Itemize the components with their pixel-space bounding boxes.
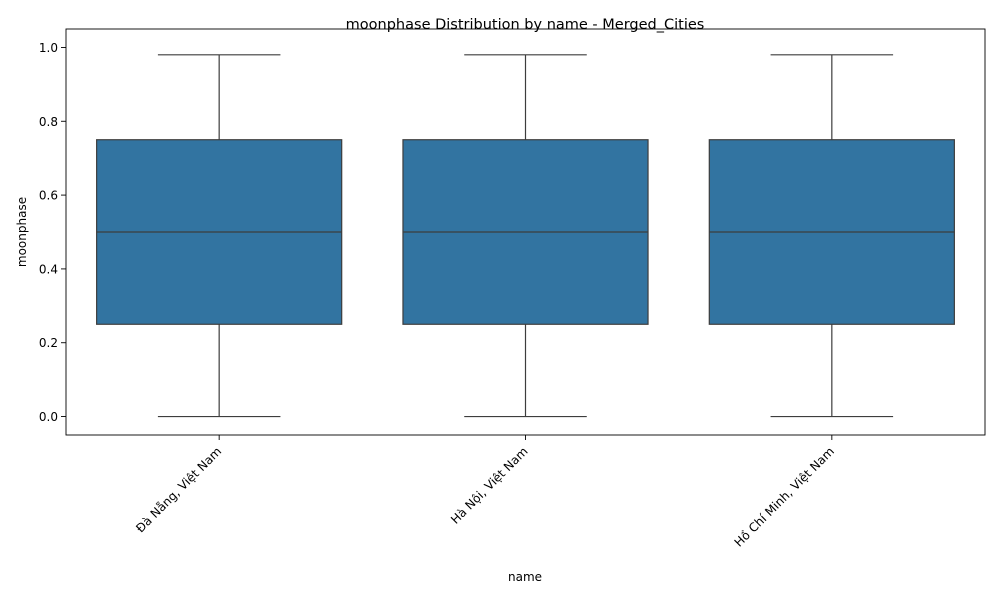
x-tick-label: Hà Nội, Việt Nam xyxy=(448,444,531,527)
y-tick-label: 1.0 xyxy=(39,41,58,55)
box-group xyxy=(96,54,343,418)
y-tick-label: 0.8 xyxy=(39,115,58,129)
x-axis-label: name xyxy=(508,570,542,584)
y-tick-label: 0.6 xyxy=(39,189,58,203)
x-tick-label: Đà Nẵng, Việt Nam xyxy=(133,444,224,535)
y-tick-label: 0.0 xyxy=(39,410,58,424)
x-axis: Đà Nẵng, Việt Nam Hà Nội, Việt Nam Hồ Chí … xyxy=(133,435,837,550)
y-tick-label: 0.2 xyxy=(39,336,58,350)
x-tick-label: Hồ Chí Minh, Việt Nam xyxy=(732,444,837,549)
chart-title: moonphase Distribution by name - Merged_… xyxy=(346,17,705,33)
y-tick-label: 0.4 xyxy=(39,262,58,276)
box-group xyxy=(708,54,955,418)
y-axis-label: moonphase xyxy=(15,197,29,267)
box-group xyxy=(402,54,649,418)
plot-area xyxy=(96,54,955,418)
y-axis: 0.0 0.2 0.4 0.6 0.8 1.0 xyxy=(39,41,66,424)
